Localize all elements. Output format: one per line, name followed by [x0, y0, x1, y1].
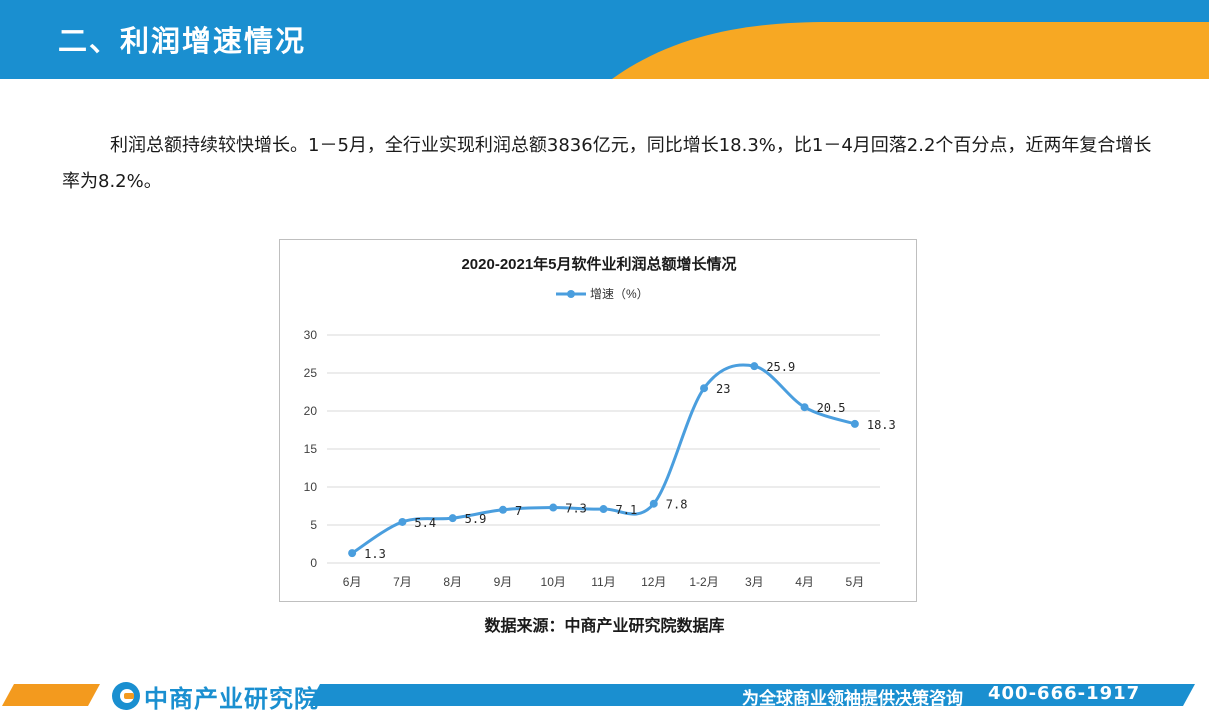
x-tick-label: 4月 [795, 575, 814, 589]
data-label: 18.3 [867, 418, 896, 432]
x-tick-label: 5月 [846, 575, 865, 589]
header-banner: 二、利润增速情况 [0, 0, 1209, 79]
intro-paragraph: 利润总额持续较快增长。1－5月，全行业实现利润总额3836亿元，同比增长18.3… [62, 135, 1152, 192]
data-point [750, 362, 759, 371]
y-tick-label: 10 [304, 480, 318, 494]
data-label: 5.9 [465, 512, 487, 526]
data-label: 7.1 [616, 503, 638, 517]
y-tick-label: 25 [304, 366, 318, 380]
x-tick-label: 11月 [591, 575, 615, 589]
chart-gridlines [327, 334, 880, 564]
chart-container: 2020-2021年5月软件业利润总额增长情况 增速（%） 0 5 10 15 20 25… [279, 239, 917, 602]
data-point [398, 517, 407, 526]
footer-banner: 中商产业研究院 为全球商业领袖提供决策咨询 400-666-1917 [0, 680, 1209, 718]
header-background [0, 0, 1209, 79]
footer-phone: 400-666-1917 [988, 683, 1141, 704]
data-point [700, 384, 709, 393]
company-logo: 中商产业研究院 [112, 681, 319, 713]
x-tick-label: 1-2月 [689, 575, 718, 589]
data-label: 23 [716, 382, 730, 396]
data-point [599, 505, 608, 514]
data-label: 7 [515, 504, 522, 518]
footer-slogan: 为全球商业领袖提供决策咨询 [742, 689, 963, 709]
series-line [351, 363, 856, 555]
data-label: 20.5 [817, 401, 846, 415]
logo-icon [112, 682, 140, 710]
data-point [448, 514, 457, 523]
data-label: 1.3 [364, 547, 386, 561]
legend-marker-icon [567, 290, 575, 298]
chart-points: 1.3 5.4 5.9 7 7.3 7.1 7.8 23 25.9 20.5 18.3 [348, 360, 896, 561]
y-tick-label: 15 [304, 442, 318, 456]
chart-title: 2020-2021年5月软件业利润总额增长情况 [461, 255, 736, 273]
x-tick-label: 8月 [443, 575, 462, 589]
data-label: 7.8 [666, 498, 688, 512]
y-tick-label: 30 [304, 328, 318, 342]
page-title: 二、利润增速情况 [58, 24, 307, 58]
chart-legend: 增速（%） [556, 287, 649, 301]
logo-text: 中商产业研究院 [144, 684, 319, 713]
x-tick-label: 3月 [745, 575, 764, 589]
x-tick-label: 10月 [541, 575, 566, 589]
data-label: 25.9 [766, 360, 795, 374]
data-point [800, 403, 809, 412]
x-tick-label: 12月 [641, 575, 666, 589]
x-tick-label: 6月 [343, 575, 362, 589]
line-chart: 2020-2021年5月软件业利润总额增长情况 增速（%） 0 5 10 15 20 25… [304, 255, 896, 589]
footer-background [2, 684, 1195, 706]
data-point [649, 499, 658, 508]
data-label: 7.3 [565, 502, 587, 516]
chart-axes: 0 5 10 15 20 25 30 6月 7月 8月 9月 10月 11月 12月 1-2月 3月 4月 5月 [304, 328, 865, 589]
legend-label: 增速（%） [590, 287, 649, 301]
data-point [348, 549, 357, 558]
data-point [549, 503, 558, 512]
data-label: 5.4 [414, 516, 436, 530]
x-tick-label: 7月 [393, 575, 412, 589]
x-tick-label: 9月 [494, 575, 513, 589]
y-tick-label: 0 [310, 556, 317, 570]
data-source-note: 数据来源：中商产业研究院数据库 [484, 616, 725, 635]
y-tick-label: 20 [304, 404, 318, 418]
data-point [850, 419, 859, 428]
data-point [498, 505, 507, 514]
y-tick-label: 5 [310, 518, 317, 532]
